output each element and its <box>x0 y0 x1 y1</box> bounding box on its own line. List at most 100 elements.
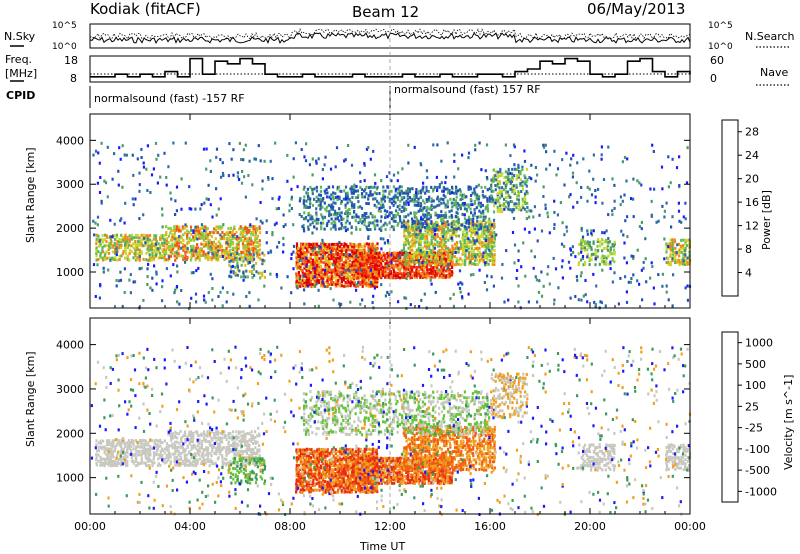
power-cell <box>467 251 470 255</box>
velocity-cell <box>114 463 117 467</box>
power-cell <box>340 189 343 193</box>
power-cell <box>484 223 487 227</box>
power-cell <box>184 250 187 254</box>
power-cell <box>400 265 404 269</box>
power-cell <box>491 248 494 252</box>
power-cell <box>434 290 437 294</box>
power-cell <box>441 260 444 264</box>
power-cell <box>324 285 327 288</box>
power-cell <box>299 282 302 286</box>
power-cell <box>254 245 257 248</box>
power-cell <box>384 267 387 271</box>
power-cell <box>397 187 400 191</box>
power-cell <box>332 225 335 229</box>
power-cell <box>426 206 429 209</box>
power-cell <box>453 203 456 207</box>
power-cell <box>115 279 118 282</box>
power-cell <box>511 176 514 179</box>
power-cell <box>542 195 545 198</box>
power-cell <box>332 256 335 260</box>
power-cell <box>606 248 609 252</box>
power-cell <box>323 201 326 205</box>
power-cell <box>542 143 545 147</box>
power-cell <box>163 241 166 245</box>
power-cell <box>258 225 261 229</box>
power-cell <box>232 292 235 296</box>
power-cell <box>181 225 184 229</box>
power-cell <box>677 258 680 262</box>
power-cell <box>632 256 635 260</box>
power-cell <box>545 167 548 171</box>
power-cell <box>339 272 342 276</box>
power-cell <box>525 167 529 171</box>
power-colorbar-tick-label: 4 <box>745 267 752 280</box>
power-cell <box>447 273 450 277</box>
power-cell <box>335 146 339 150</box>
power-cell <box>225 246 228 250</box>
power-cell <box>486 274 489 278</box>
power-cell <box>409 255 412 259</box>
power-cell <box>307 225 310 229</box>
power-cell <box>378 227 381 231</box>
power-cell <box>642 260 645 264</box>
power-cell <box>155 240 158 244</box>
power-cell <box>194 292 198 296</box>
power-cell <box>351 276 354 280</box>
power-cell <box>432 259 435 263</box>
velocity-cell <box>161 455 164 459</box>
power-cell <box>373 173 377 177</box>
power-cell <box>434 275 437 279</box>
power-cell <box>365 202 368 205</box>
power-cell <box>367 260 370 264</box>
power-cell <box>411 268 414 272</box>
power-cell <box>200 250 203 254</box>
power-cell <box>198 231 201 235</box>
power-cell <box>363 163 366 167</box>
power-cell <box>451 233 454 237</box>
power-cell <box>451 254 454 258</box>
power-cell <box>609 260 612 264</box>
power-cell <box>371 271 374 275</box>
power-cell <box>625 300 629 304</box>
power-cell <box>332 298 335 302</box>
power-cell <box>161 299 164 303</box>
power-cell <box>312 264 315 268</box>
power-cell <box>453 222 456 226</box>
power-cell <box>671 215 674 219</box>
power-cell <box>353 215 356 219</box>
power-cell <box>187 240 190 244</box>
power-cell <box>429 213 432 217</box>
power-cell <box>92 263 96 267</box>
power-cell <box>440 249 443 252</box>
power-cell <box>407 263 410 267</box>
power-cell <box>206 227 209 231</box>
power-cell <box>430 261 433 265</box>
power-cell <box>246 242 249 246</box>
power-cell <box>320 250 323 254</box>
power-cell <box>594 303 597 306</box>
power-cell <box>491 180 494 184</box>
velocity-cell <box>154 453 158 457</box>
power-cell <box>561 158 564 162</box>
power-cell <box>155 238 158 242</box>
power-cell <box>488 187 491 191</box>
power-cell <box>483 217 487 221</box>
power-cell <box>486 199 489 203</box>
power-cell <box>155 248 158 252</box>
power-cell <box>238 141 241 145</box>
power-cell <box>346 212 350 216</box>
power-cell <box>145 258 148 262</box>
power-cell <box>678 248 681 252</box>
power-cell <box>221 171 225 175</box>
power-cell <box>459 263 462 267</box>
power-cell <box>488 199 491 203</box>
power-cell <box>209 256 212 260</box>
velocity-cell <box>144 455 147 459</box>
power-cell <box>172 141 175 145</box>
power-cell <box>107 244 111 248</box>
power-cell <box>413 219 416 223</box>
power-cell <box>303 284 307 288</box>
power-cell <box>302 199 305 203</box>
power-cell <box>378 251 381 255</box>
power-cell <box>343 189 346 193</box>
